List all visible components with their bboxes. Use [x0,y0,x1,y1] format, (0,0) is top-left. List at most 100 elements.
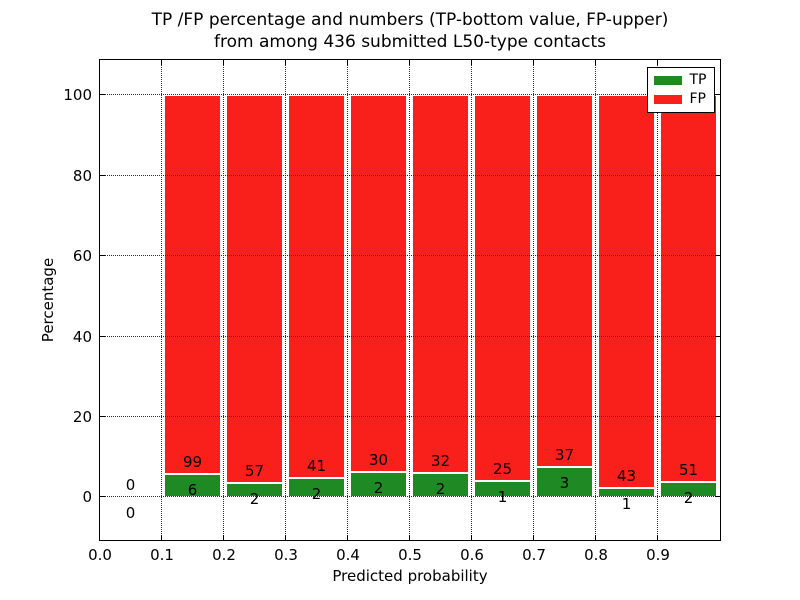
y-tick-mark [99,416,105,417]
fp-bar-segment [597,94,655,488]
fp-count-label: 37 [554,445,575,464]
v-gridline [223,59,224,540]
tp-bar-segment [597,487,655,497]
legend-item-fp: FP [653,91,708,107]
fp-count-label: 57 [244,462,265,481]
tp-count-label: 6 [187,480,198,499]
tp-count-label: 1 [497,488,508,507]
chart-title: TP /FP percentage and numbers (TP-bottom… [152,9,669,53]
v-gridline [533,59,534,540]
y-tick-mark [99,335,105,337]
tp-bar-segment [535,466,593,497]
v-gridline [657,59,658,540]
fp-count-label: 99 [182,452,203,471]
fp-bar-segment [411,94,469,474]
v-gridline [347,59,348,540]
y-tick-label: 60 [72,247,92,266]
y-tick-mark [99,174,105,176]
fp-bar-segment [473,94,531,482]
tp-bar-segment [473,481,531,497]
fp-bar-segment [535,94,593,467]
x-tick-mark-top [347,59,348,65]
tp-bar-segment [349,471,407,497]
legend: TP FP [646,66,715,113]
fp-bar-segment [225,94,283,484]
x-tick-label: 0.1 [150,546,174,564]
x-tick-mark-top [161,59,162,65]
v-gridline [285,59,286,540]
tp-bar-segment [411,473,469,497]
x-tick-label: 0.3 [274,546,298,564]
v-gridline [595,59,596,540]
plot-area: TP FP 0 0 99 6 57 2 41 2 30 2 32 2 25 1 37 3 43 1 51 2 [98,58,721,541]
fp-count-label: 0 [125,475,136,494]
x-tick-mark-top [471,59,472,65]
x-tick-mark-top [657,59,658,65]
y-tick-label: 100 [63,86,92,105]
x-tick-label: 0.6 [460,546,484,564]
fp-count-label: 51 [678,460,699,479]
x-tick-mark [161,534,162,540]
fp-bar-segment [287,94,345,479]
y-tick-mark [99,496,105,498]
tp-legend-label: TP [689,72,707,88]
y-tick-mark-right [714,335,720,337]
fp-count-label: 41 [306,457,327,476]
tp-count-label: 2 [249,490,260,509]
x-tick-label: 0.5 [398,546,422,564]
x-tick-mark [533,534,534,540]
tp-count-label: 2 [373,478,384,497]
fp-count-label: 25 [492,460,513,479]
v-gridline [409,59,410,540]
y-tick-mark [99,255,105,257]
tp-count-label: 3 [559,473,570,492]
y-tick-label: 20 [72,408,92,426]
x-tick-mark [285,534,286,540]
y-tick-label: 80 [72,166,92,185]
y-tick-mark-right [714,255,720,257]
v-gridline [471,59,472,540]
fp-legend-label: FP [689,91,707,107]
x-tick-mark [471,534,472,540]
fp-count-label: 32 [430,452,451,471]
tp-bar-segment [659,481,717,497]
y-tick-label: 40 [72,327,92,346]
x-tick-mark [657,534,658,540]
x-tick-label: 0.2 [212,546,236,564]
x-tick-mark-top [285,59,286,65]
x-tick-label: 0.4 [336,546,360,564]
chart-title-line1: TP /FP percentage and numbers (TP-bottom… [151,10,669,30]
fp-count-label: 43 [616,466,637,485]
x-tick-mark [595,534,596,540]
tp-count-label: 2 [683,488,694,507]
y-tick-mark-right [714,94,720,96]
fp-bar-segment [163,94,221,474]
tp-legend-swatch [653,75,682,85]
y-axis-label: Percentage [39,257,57,343]
x-tick-label: 0.9 [646,546,670,564]
fp-bar-segment [659,94,717,482]
fp-legend-swatch [653,94,682,104]
x-tick-mark [347,534,348,540]
y-tick-label: 0 [82,488,92,507]
y-tick-mark-right [714,416,720,417]
x-tick-mark-top [223,59,224,65]
tp-count-label: 2 [435,480,446,499]
tp-count-label: 1 [621,494,632,513]
x-tick-label: 0.0 [88,546,112,564]
x-tick-label: 0.8 [584,546,608,564]
x-tick-mark-top [595,59,596,65]
x-axis-label: Predicted probability [332,567,488,585]
y-tick-mark-right [714,496,720,498]
tp-count-label: 0 [125,503,136,522]
x-tick-label: 0.7 [522,546,546,564]
fp-bar-segment [349,94,407,472]
chart-title-line2: from among 436 submitted L50-type contac… [214,32,606,52]
x-tick-mark-top [533,59,534,65]
fp-count-label: 30 [368,450,389,469]
v-gridline [161,59,162,540]
y-tick-mark [99,94,105,96]
tp-count-label: 2 [311,485,322,504]
x-tick-mark [223,534,224,540]
